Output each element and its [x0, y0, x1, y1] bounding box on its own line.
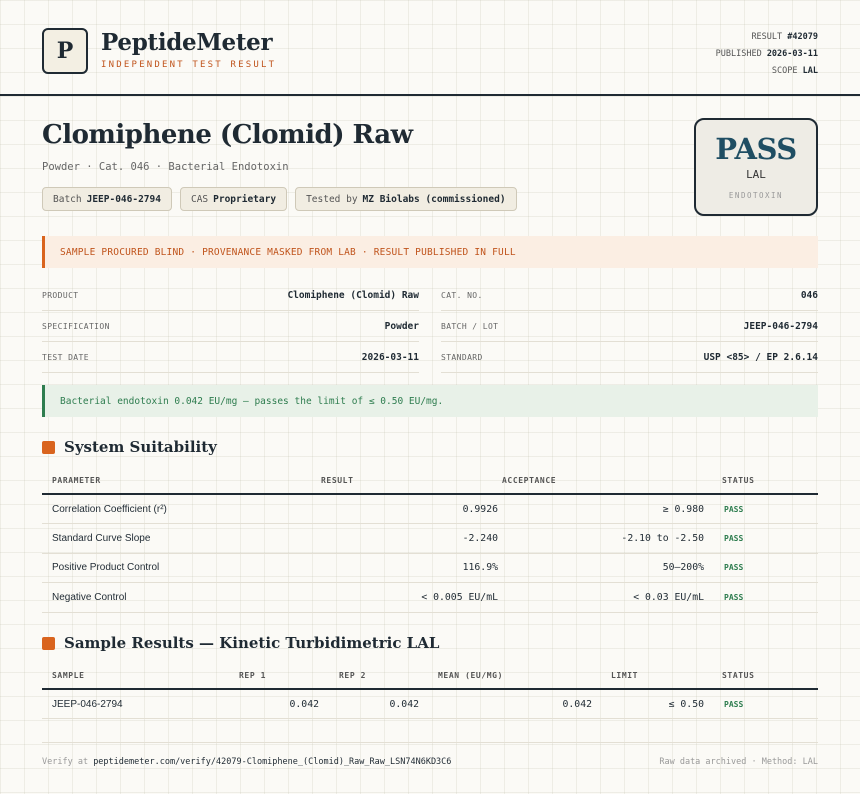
mean-cell: 0.042 — [419, 689, 592, 719]
status-cell: PASS — [704, 494, 818, 524]
verdict-stamp: PASS LAL ENDOTOXIN — [694, 118, 818, 216]
param-cell: Negative Control — [42, 582, 312, 613]
logo-mark: P — [42, 28, 88, 74]
info-test-date: TEST DATE 2026-03-11 — [42, 342, 419, 373]
product-title: Clomiphene (Clomid) Raw — [42, 120, 413, 150]
col-mean: MEAN (EU/MG) — [419, 662, 592, 690]
header-divider — [0, 94, 860, 96]
table-row: Standard Curve Slope -2.240 -2.10 to -2.… — [42, 523, 818, 554]
verdict-word: PASS — [715, 132, 797, 166]
rep2-cell: 0.042 — [319, 689, 419, 719]
status-cell: PASS — [704, 582, 818, 613]
status-badge: PASS — [724, 592, 744, 602]
verify-prefix: Verify at — [42, 757, 89, 767]
samples-section-title: Sample Results — Kinetic Turbidimetric L… — [42, 634, 439, 652]
info-product: PRODUCT Clomiphene (Clomid) Raw — [42, 280, 419, 311]
status-cell: PASS — [704, 689, 818, 719]
table-header-row: PARAMETER RESULT ACCEPTANCE STATUS — [42, 467, 818, 495]
verdict-method: LAL — [746, 168, 766, 181]
table-row: Negative Control < 0.005 EU/mL < 0.03 EU… — [42, 582, 818, 613]
info-batch-lot: BATCH / LOT JEEP-046-2794 — [441, 311, 818, 342]
table-row: JEEP-046-2794 0.042 0.042 0.042 ≤ 0.50 P… — [42, 689, 818, 719]
acceptance-cell: 50–200% — [498, 553, 704, 583]
footer-divider — [42, 742, 818, 743]
brand-name: PeptideMeter — [101, 29, 273, 56]
suitability-section-title: System Suitability — [42, 438, 217, 456]
param-cell: Correlation Coefficient (r²) — [42, 494, 312, 524]
section-marker-icon — [42, 440, 55, 454]
result-summary-banner: Bacterial endotoxin 0.042 EU/mg — passes… — [42, 385, 818, 417]
col-parameter: PARAMETER — [42, 467, 312, 495]
meta-scope: SCOPE LAL — [771, 66, 818, 76]
col-limit: LIMIT — [592, 662, 704, 690]
col-status: STATUS — [704, 467, 818, 495]
info-row: TEST DATE 2026-03-11 STANDARD USP <85> / E… — [42, 342, 818, 373]
col-rep1: REP 1 — [228, 662, 319, 690]
tested-by-chip: Tested by MZ Biolabs (commissioned) — [295, 187, 517, 211]
result-cell: < 0.005 EU/mL — [312, 582, 498, 613]
col-sample: SAMPLE — [42, 662, 228, 690]
status-badge: PASS — [724, 504, 744, 514]
verify-line: Verify at peptidemeter.com/verify/42079-… — [42, 757, 451, 767]
acceptance-cell: ≥ 0.980 — [498, 494, 704, 524]
result-cell: 0.9926 — [312, 494, 498, 524]
cas-chip: CAS Proprietary — [179, 187, 288, 211]
meta-published: PUBLISHED 2026-03-11 — [715, 49, 818, 59]
status-badge: PASS — [724, 563, 744, 573]
sample-cell: JEEP-046-2794 — [42, 689, 228, 719]
table-row: Correlation Coefficient (r²) 0.9926 ≥ 0.… — [42, 494, 818, 524]
col-result: RESULT — [312, 467, 498, 495]
status-badge: PASS — [724, 533, 744, 543]
status-cell: PASS — [704, 523, 818, 554]
param-cell: Positive Product Control — [42, 553, 312, 583]
batch-chip: Batch JEEP-046-2794 — [42, 187, 172, 211]
result-meta: RESULT #42079 PUBLISHED 2026-03-11 SCOPE… — [716, 29, 818, 80]
info-row: PRODUCT Clomiphene (Clomid) Raw CAT. NO. 0… — [42, 280, 818, 311]
info-row: SPECIFICATION Powder BATCH / LOT JEEP-046-… — [42, 311, 818, 342]
section-marker-icon — [42, 636, 55, 650]
param-cell: Standard Curve Slope — [42, 523, 312, 554]
col-rep2: REP 2 — [319, 662, 419, 690]
status-badge: PASS — [724, 699, 744, 709]
table-row: Positive Product Control 116.9% 50–200% … — [42, 553, 818, 583]
info-standard: STANDARD USP <85> / EP 2.6.14 — [441, 342, 818, 373]
result-cell: 116.9% — [312, 553, 498, 583]
col-acceptance: ACCEPTANCE — [498, 467, 704, 495]
info-cat-no: CAT. NO. 046 — [441, 280, 818, 311]
col-status: STATUS — [704, 662, 818, 690]
verify-link[interactable]: peptidemeter.com/verify/42079-Clomiphene… — [93, 757, 452, 767]
samples-table: SAMPLE REP 1 REP 2 MEAN (EU/MG) LIMIT ST… — [42, 662, 818, 719]
verdict-category: ENDOTOXIN — [728, 191, 784, 200]
table-header-row: SAMPLE REP 1 REP 2 MEAN (EU/MG) LIMIT ST… — [42, 662, 818, 690]
status-cell: PASS — [704, 553, 818, 583]
product-chips: Batch JEEP-046-2794 CAS Proprietary Tested… — [42, 187, 517, 211]
info-specification: SPECIFICATION Powder — [42, 311, 419, 342]
acceptance-cell: -2.10 to -2.50 — [498, 523, 704, 554]
info-grid: PRODUCT Clomiphene (Clomid) Raw CAT. NO. 0… — [42, 280, 818, 373]
acceptance-cell: < 0.03 EU/mL — [498, 582, 704, 613]
brand-tagline: INDEPENDENT TEST RESULT — [101, 60, 277, 70]
rep1-cell: 0.042 — [228, 689, 319, 719]
blind-sample-banner: SAMPLE PROCURED BLIND · PROVENANCE MASKE… — [42, 236, 818, 268]
product-subtitle: Powder · Cat. 046 · Bacterial Endotoxin — [42, 161, 289, 173]
suitability-table: PARAMETER RESULT ACCEPTANCE STATUS Corre… — [42, 467, 818, 613]
result-cell: -2.240 — [312, 523, 498, 554]
meta-result: RESULT #42079 — [751, 32, 818, 42]
limit-cell: ≤ 0.50 — [592, 689, 704, 719]
footer-method-note: Raw data archived · Method: LAL — [659, 757, 818, 767]
